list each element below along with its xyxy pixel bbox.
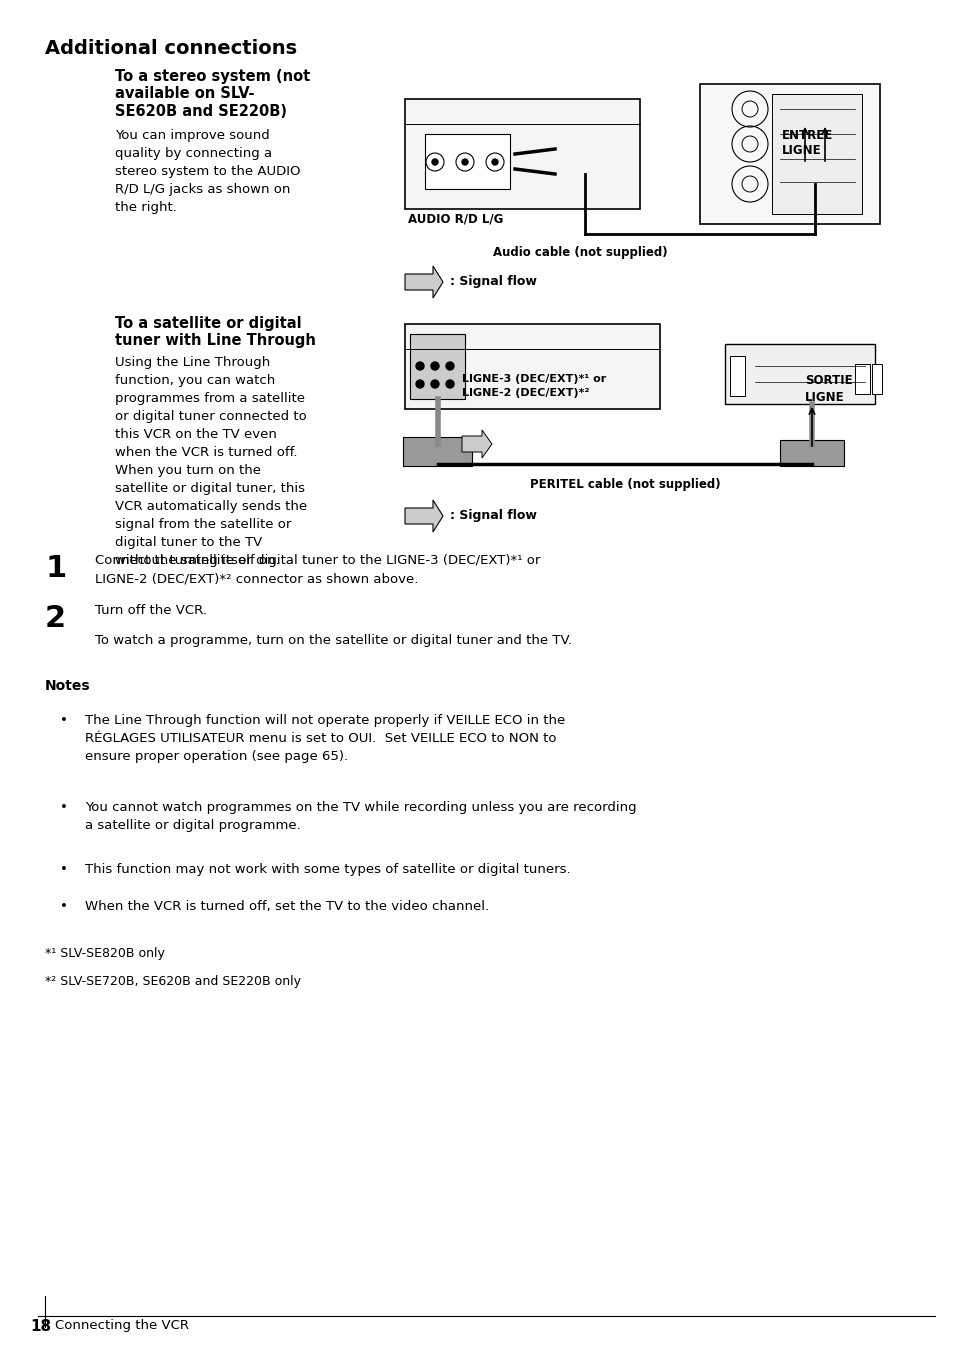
Polygon shape	[461, 431, 492, 458]
Text: : Signal flow: : Signal flow	[450, 509, 537, 523]
Text: Notes: Notes	[45, 678, 91, 693]
Circle shape	[432, 158, 437, 165]
Text: •: •	[60, 862, 68, 876]
Circle shape	[431, 362, 438, 370]
Circle shape	[416, 362, 423, 370]
Text: : Signal flow: : Signal flow	[450, 275, 537, 288]
FancyBboxPatch shape	[410, 334, 464, 399]
FancyBboxPatch shape	[729, 356, 744, 395]
Text: ENTREE
LIGNE: ENTREE LIGNE	[781, 129, 832, 157]
Text: Connect the satellite or digital tuner to the LIGNE-3 (DEC/EXT)*¹ or
LIGNE-2 (DE: Connect the satellite or digital tuner t…	[95, 554, 539, 585]
Text: The Line Through function will not operate properly if VEILLE ECO in the
RÉGLAGE: The Line Through function will not opera…	[85, 714, 565, 764]
Text: 1: 1	[45, 554, 66, 584]
FancyBboxPatch shape	[405, 324, 659, 409]
Circle shape	[416, 380, 423, 389]
FancyBboxPatch shape	[724, 344, 874, 403]
FancyBboxPatch shape	[424, 134, 510, 190]
Text: To a stereo system (not
available on SLV-
SE620B and SE220B): To a stereo system (not available on SLV…	[115, 69, 310, 119]
Text: 2: 2	[45, 604, 66, 634]
Text: To watch a programme, turn on the satellite or digital tuner and the TV.: To watch a programme, turn on the satell…	[95, 634, 572, 647]
Text: SORTIE
LIGNE: SORTIE LIGNE	[804, 374, 852, 403]
FancyBboxPatch shape	[871, 364, 882, 394]
Text: 18: 18	[30, 1319, 51, 1334]
Text: *² SLV-SE720B, SE620B and SE220B only: *² SLV-SE720B, SE620B and SE220B only	[45, 975, 301, 988]
Text: Turn off the VCR.: Turn off the VCR.	[95, 604, 207, 617]
Text: LIGNE-3 (DEC/EXT)*¹ or
LIGNE-2 (DEC/EXT)*²: LIGNE-3 (DEC/EXT)*¹ or LIGNE-2 (DEC/EXT)…	[461, 375, 605, 398]
Text: AUDIO R/D L/G: AUDIO R/D L/G	[408, 213, 503, 225]
FancyBboxPatch shape	[402, 437, 472, 466]
Text: Audio cable (not supplied): Audio cable (not supplied)	[492, 246, 666, 259]
Circle shape	[431, 380, 438, 389]
Circle shape	[446, 380, 454, 389]
Text: You cannot watch programmes on the TV while recording unless you are recording
a: You cannot watch programmes on the TV wh…	[85, 802, 636, 831]
Circle shape	[461, 158, 468, 165]
Text: To a satellite or digital
tuner with Line Through: To a satellite or digital tuner with Lin…	[115, 315, 315, 348]
Circle shape	[446, 362, 454, 370]
Text: You can improve sound
quality by connecting a
stereo system to the AUDIO
R/D L/G: You can improve sound quality by connect…	[115, 129, 300, 214]
Text: Additional connections: Additional connections	[45, 39, 296, 58]
Text: •: •	[60, 802, 68, 814]
Polygon shape	[405, 265, 442, 298]
Polygon shape	[405, 500, 442, 532]
Text: •: •	[60, 714, 68, 727]
Text: PERITEL cable (not supplied): PERITEL cable (not supplied)	[529, 478, 720, 492]
Text: Connecting the VCR: Connecting the VCR	[55, 1319, 189, 1332]
Text: Using the Line Through
function, you can watch
programmes from a satellite
or di: Using the Line Through function, you can…	[115, 356, 307, 567]
Text: •: •	[60, 900, 68, 913]
Text: *¹ SLV-SE820B only: *¹ SLV-SE820B only	[45, 946, 165, 960]
FancyBboxPatch shape	[405, 99, 639, 209]
FancyBboxPatch shape	[700, 84, 879, 223]
FancyBboxPatch shape	[771, 93, 862, 214]
FancyBboxPatch shape	[854, 364, 869, 394]
FancyBboxPatch shape	[780, 440, 843, 466]
Text: When the VCR is turned off, set the TV to the video channel.: When the VCR is turned off, set the TV t…	[85, 900, 489, 913]
Text: This function may not work with some types of satellite or digital tuners.: This function may not work with some typ…	[85, 862, 570, 876]
Circle shape	[492, 158, 497, 165]
